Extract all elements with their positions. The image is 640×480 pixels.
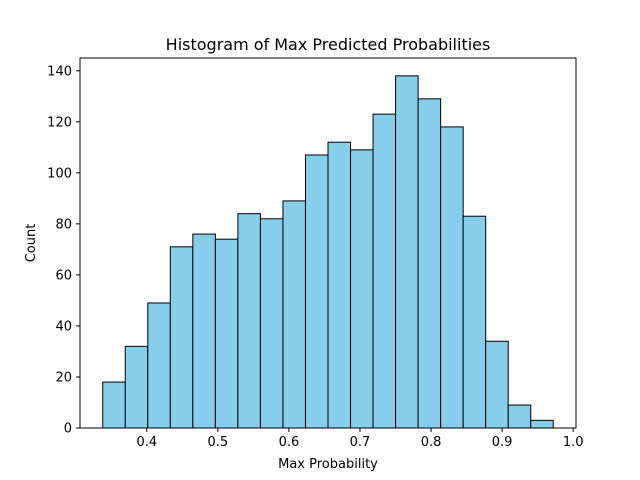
histogram-bar [395, 75, 419, 429]
histogram-bar [147, 302, 171, 429]
x-tick-label: 0.5 [208, 435, 229, 450]
histogram-bar [485, 340, 509, 429]
histogram-bar [462, 215, 487, 429]
y-tick-label: 40 [55, 319, 72, 334]
y-axis-title: Count [24, 224, 39, 263]
x-tick-label: 0.7 [350, 435, 371, 450]
x-axis-title: Max Probability [278, 457, 378, 472]
histogram-bar [417, 98, 442, 429]
y-axis: 0 20 40 60 80 100 120 140 [47, 64, 80, 437]
y-tick-label: 0 [64, 422, 72, 437]
chart-title: Histogram of Max Predicted Probabilities [166, 35, 491, 54]
histogram-bar [102, 381, 126, 429]
y-tick-label: 100 [47, 166, 72, 181]
y-tick-label: 120 [47, 115, 72, 130]
histogram-bar [440, 126, 464, 429]
histogram-bar [350, 149, 374, 429]
x-tick-label: 1.0 [563, 435, 584, 450]
histogram-bar [259, 218, 284, 429]
y-tick-label: 80 [55, 217, 72, 232]
histogram-bar [304, 154, 329, 429]
y-tick-label: 20 [55, 370, 72, 385]
histogram-bar [282, 200, 306, 429]
y-tick-label: 140 [47, 64, 72, 79]
x-tick-label: 0.6 [279, 435, 300, 450]
histogram-bar [192, 233, 216, 429]
x-axis: 0.4 0.5 0.6 0.7 0.8 0.9 1.0 [136, 428, 584, 450]
histogram-bar [237, 213, 261, 429]
x-tick-label: 0.8 [421, 435, 442, 450]
histogram-bar [124, 345, 149, 429]
histogram-bar [327, 141, 352, 429]
histogram-bar [530, 419, 554, 429]
bars-group [102, 75, 554, 429]
histogram-bar [507, 404, 532, 429]
histogram-bar [214, 238, 239, 429]
histogram-bar [372, 113, 397, 429]
x-tick-label: 0.4 [136, 435, 157, 450]
plot-frame [79, 57, 577, 429]
y-tick-label: 60 [55, 268, 72, 283]
x-tick-label: 0.9 [492, 435, 513, 450]
histogram-bar [169, 246, 194, 429]
